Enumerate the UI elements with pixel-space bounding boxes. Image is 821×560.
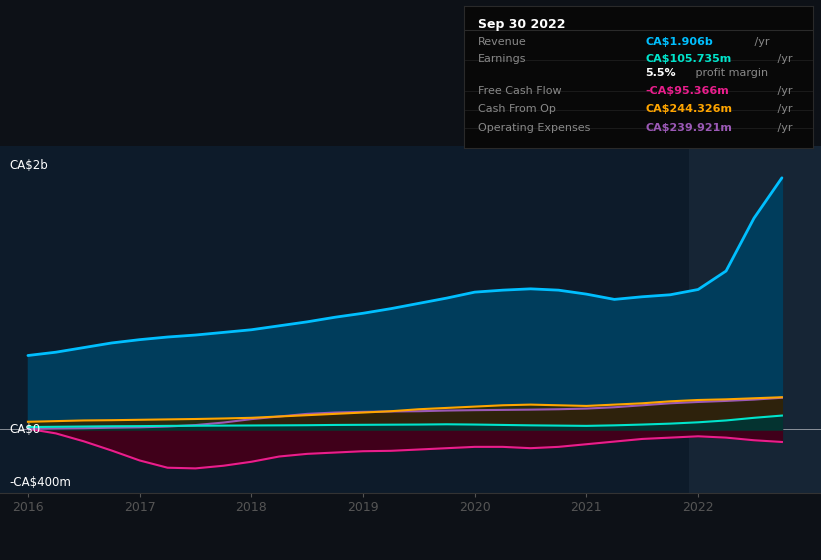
Text: Free Cash Flow: Free Cash Flow	[478, 86, 562, 96]
Text: Earnings: Earnings	[478, 54, 526, 64]
Text: /yr: /yr	[774, 86, 793, 96]
Text: CA$1.906b: CA$1.906b	[645, 37, 713, 47]
Text: CA$0: CA$0	[10, 423, 41, 436]
Text: /yr: /yr	[774, 123, 793, 133]
Text: Cash From Op: Cash From Op	[478, 104, 556, 114]
Text: profit margin: profit margin	[692, 68, 768, 78]
Text: Operating Expenses: Operating Expenses	[478, 123, 590, 133]
Text: CA$2b: CA$2b	[10, 159, 48, 172]
Text: /yr: /yr	[751, 37, 769, 47]
Text: /yr: /yr	[774, 54, 793, 64]
Text: CA$244.326m: CA$244.326m	[645, 104, 732, 114]
Text: -CA$400m: -CA$400m	[10, 476, 71, 489]
Text: CA$105.735m: CA$105.735m	[645, 54, 732, 64]
Text: Sep 30 2022: Sep 30 2022	[478, 18, 566, 31]
Bar	[689, 146, 821, 493]
Text: -CA$95.366m: -CA$95.366m	[645, 86, 729, 96]
Text: 5.5%: 5.5%	[645, 68, 676, 78]
Text: CA$239.921m: CA$239.921m	[645, 123, 732, 133]
Text: Revenue: Revenue	[478, 37, 526, 47]
Text: /yr: /yr	[774, 104, 793, 114]
